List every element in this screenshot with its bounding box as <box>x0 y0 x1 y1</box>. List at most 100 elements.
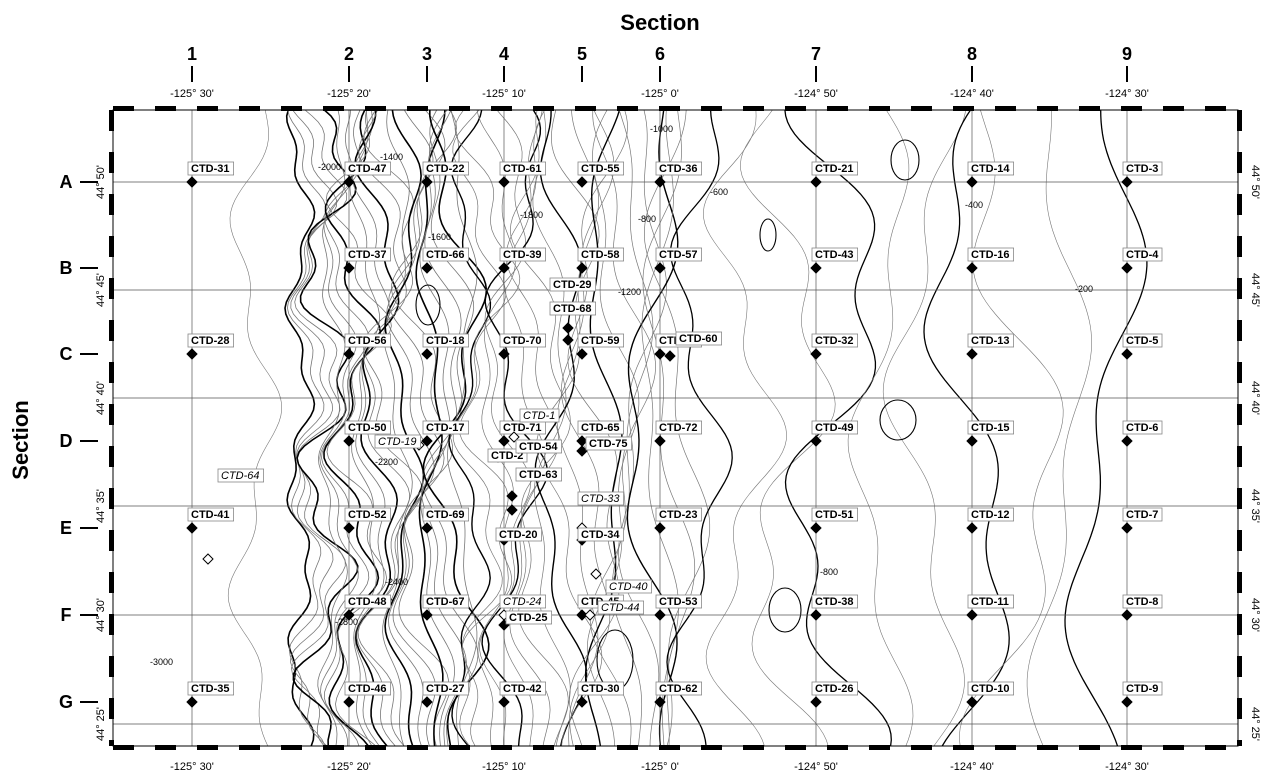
frame-tick <box>1121 745 1142 750</box>
frame-tick <box>1037 106 1058 111</box>
station-label: CTD-18 <box>426 335 465 347</box>
station-label: CTD-38 <box>815 596 854 608</box>
section-row-headers: A B C D E F G <box>59 172 98 712</box>
station-marker <box>590 568 602 580</box>
station-label: CTD-60 <box>679 333 718 345</box>
frame-tick <box>109 488 114 509</box>
ctd-station: CTD-27 <box>421 681 469 708</box>
contour-label: -1200 <box>618 287 641 297</box>
longitude-label: -125° 10' <box>482 88 526 100</box>
contour-line <box>618 110 667 746</box>
station-marker <box>576 435 588 447</box>
station-marker <box>810 435 822 447</box>
frame-tick <box>1237 488 1242 509</box>
ctd-station: CTD-68 <box>549 301 596 346</box>
station-label-box <box>1122 681 1163 696</box>
latitude-label: 44° 40' <box>1249 381 1261 415</box>
frame-tick <box>1237 614 1242 635</box>
station-label-box <box>655 247 702 262</box>
frame-tick <box>575 106 596 111</box>
frame-tick <box>1205 106 1226 111</box>
station-label: CTD-19 <box>378 436 417 448</box>
station-label-box <box>967 161 1014 176</box>
frame-tick <box>533 745 554 750</box>
station-label-box <box>585 436 632 451</box>
station-label-box <box>1122 420 1163 435</box>
station-label-box <box>811 594 858 609</box>
station-label-box <box>967 594 1014 609</box>
station-marker <box>1121 609 1133 621</box>
longitude-label: -124° 40' <box>950 761 994 773</box>
station-marker <box>576 696 588 708</box>
station-label: CTD-7 <box>1126 509 1158 521</box>
ctd-station: CTD-37 <box>343 247 391 274</box>
frame-tick <box>1079 745 1100 750</box>
frame-tick <box>323 106 344 111</box>
station-label: CTD-67 <box>426 596 465 608</box>
closed-contour <box>596 629 634 691</box>
station-label: CTD-62 <box>659 683 698 695</box>
station-label: CTD-53 <box>659 596 698 608</box>
contour-line <box>476 110 516 746</box>
ctd-station: CTD-16 <box>966 247 1014 274</box>
contour-line <box>290 110 348 746</box>
section-column-headers: 1 2 3 4 5 6 7 8 9 <box>187 44 1132 82</box>
station-label-box <box>577 420 624 435</box>
station-marker <box>966 435 978 447</box>
station-label-box <box>577 681 624 696</box>
frame-tick <box>113 745 134 750</box>
frame-tick <box>155 106 176 111</box>
station-label-box <box>495 527 542 542</box>
frame-tick <box>1237 194 1242 215</box>
contour-line <box>666 110 733 746</box>
station-marker <box>343 696 355 708</box>
station-label-box <box>422 333 469 348</box>
contour-line <box>702 110 787 746</box>
station-label: CTD-35 <box>191 683 230 695</box>
frame-tick <box>407 106 428 111</box>
station-marker <box>343 522 355 534</box>
frame-tick <box>911 745 932 750</box>
station-label: CTD-69 <box>426 509 465 521</box>
ctd-station: CTD-66 <box>421 247 469 274</box>
station-label-box <box>422 161 469 176</box>
station-label-box <box>577 491 624 506</box>
frame-tick <box>869 106 890 111</box>
ctd-station: CTD-43 <box>810 247 858 274</box>
ctd-station: CTD-70 <box>498 333 546 360</box>
contour-line <box>586 110 640 746</box>
frame-tick <box>617 745 638 750</box>
ctd-station: CTD-21 <box>810 161 858 188</box>
contour-line <box>1064 110 1148 746</box>
contour-line <box>534 110 588 746</box>
longitude-label: -124° 50' <box>794 761 838 773</box>
station-label: CTD-17 <box>426 422 465 434</box>
station-label-box <box>1122 161 1163 176</box>
station-label: CTD-25 <box>509 612 548 624</box>
section-column-number: 1 <box>187 44 197 64</box>
latitude-label: 44° 45' <box>1249 273 1261 307</box>
ctd-station: CTD-7 <box>1121 507 1163 534</box>
closed-contour <box>768 587 802 633</box>
frame-tick <box>1237 698 1242 719</box>
station-label: CTD-15 <box>971 422 1010 434</box>
ctd-station: CTD-36 <box>654 161 702 188</box>
contour-line <box>560 110 615 746</box>
frame-tick <box>109 194 114 215</box>
station-label: CTD-54 <box>519 441 558 453</box>
station-label: CTD-10 <box>971 683 1010 695</box>
contour-label: -3000 <box>150 657 173 667</box>
station-marker <box>576 445 588 457</box>
station-marker <box>421 262 433 274</box>
section-column-number: 3 <box>422 44 432 64</box>
frame-tick <box>109 698 114 719</box>
frame-tick <box>575 745 596 750</box>
station-marker <box>343 435 355 447</box>
station-marker <box>186 176 198 188</box>
station-marker <box>506 504 518 516</box>
longitude-label: -125° 30' <box>170 761 214 773</box>
frame-tick <box>109 320 114 341</box>
station-label: CTD-16 <box>971 249 1010 261</box>
ctd-station: CTD-52 <box>343 507 391 534</box>
ctd-station: CTD-34 <box>576 527 624 546</box>
